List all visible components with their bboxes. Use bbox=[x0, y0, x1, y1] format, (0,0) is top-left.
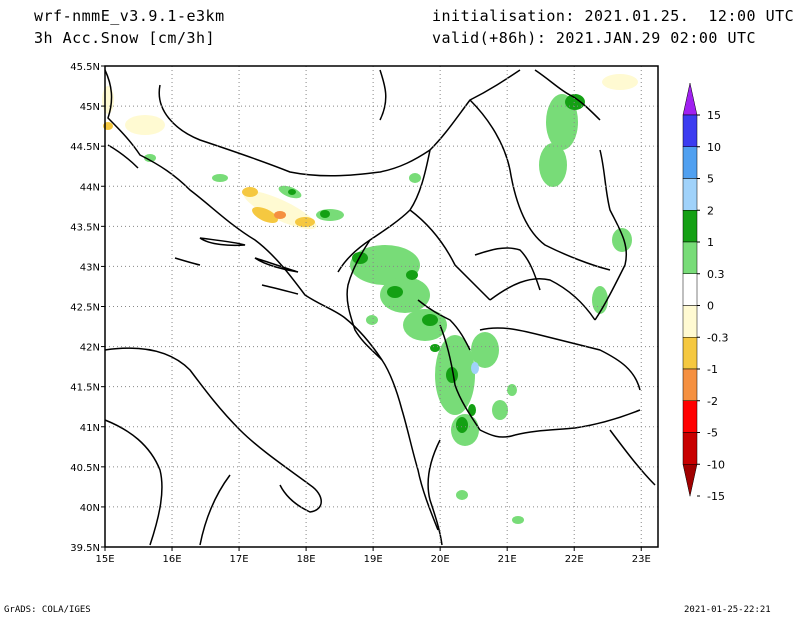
colorbar-label: -5 bbox=[707, 427, 718, 440]
lat-tick-label: 42N bbox=[80, 343, 100, 354]
lat-tick-label: 40N bbox=[80, 503, 100, 514]
lat-tick-label: 43.5N bbox=[70, 222, 100, 233]
footer-credit: GrADS: COLA/IGES bbox=[4, 605, 91, 615]
lat-tick-label: 41.5N bbox=[70, 383, 100, 394]
colorbar-top-arrow bbox=[682, 82, 698, 116]
lon-tick-label: 20E bbox=[431, 554, 450, 565]
grid-lines bbox=[105, 66, 658, 547]
colorbar-segment bbox=[682, 305, 698, 338]
colorbar-label: -2 bbox=[707, 395, 718, 408]
initialisation-label: initialisation: 2021.01.25. 12:00 UTC bbox=[432, 7, 795, 25]
lat-tick-label: 45N bbox=[80, 102, 100, 113]
lat-tick-label: 41N bbox=[80, 423, 100, 434]
colorbar-segment bbox=[682, 241, 698, 274]
lat-tick-label: 43N bbox=[80, 262, 100, 273]
lon-tick-label: 23E bbox=[632, 554, 651, 565]
colorbar-label: -1 bbox=[707, 363, 718, 376]
lon-tick-label: 18E bbox=[297, 554, 316, 565]
footer-timestamp: 2021-01-25-22:21 bbox=[684, 605, 771, 615]
colorbar-label: 1 bbox=[707, 236, 714, 249]
field-title: 3h Acc.Snow [cm/3h] bbox=[34, 29, 216, 47]
colorbar-segment bbox=[682, 368, 698, 401]
lat-tick-label: 44N bbox=[80, 182, 100, 193]
colorbar-segment bbox=[682, 114, 698, 147]
axis-ticks: 15E 16E 17E 18E 19E 20E 21E 22E 23E 45.5N 45N 44.5N… bbox=[70, 62, 651, 565]
colorbar-segment bbox=[682, 146, 698, 179]
lat-tick-label: 39.5N bbox=[70, 543, 100, 554]
colorbar-segment bbox=[682, 273, 698, 306]
lon-tick-label: 22E bbox=[565, 554, 584, 565]
colorbar-label: 10 bbox=[707, 141, 721, 154]
lon-tick-label: 21E bbox=[498, 554, 517, 565]
valid-time-label: valid(+86h): 2021.JAN.29 02:00 UTC bbox=[432, 29, 757, 47]
lat-tick-label: 44.5N bbox=[70, 142, 100, 153]
coastlines-borders bbox=[104, 69, 656, 546]
model-title: wrf-nmmE_v3.9.1-e3km bbox=[34, 7, 225, 25]
colorbar-segment bbox=[682, 210, 698, 243]
colorbar-label: 15 bbox=[707, 109, 721, 122]
colorbar-label: 0 bbox=[707, 300, 714, 313]
colorbar-label: 2 bbox=[707, 204, 714, 217]
lon-tick-label: 19E bbox=[364, 554, 383, 565]
colorbar: 15 10 5 2 1 0.3 0 -0.3 -1 -2 -5 -10 -15 bbox=[682, 82, 728, 503]
colorbar-label: 0.3 bbox=[707, 268, 725, 281]
lat-tick-label: 45.5N bbox=[70, 62, 100, 73]
lat-tick-label: 40.5N bbox=[70, 463, 100, 474]
colorbar-segment bbox=[682, 178, 698, 211]
colorbar-label: 5 bbox=[707, 173, 714, 186]
colorbar-label: -10 bbox=[707, 458, 725, 471]
lon-tick-label: 16E bbox=[163, 554, 182, 565]
snow-fields bbox=[102, 74, 638, 524]
lat-tick-label: 42.5N bbox=[70, 303, 100, 314]
colorbar-segment bbox=[682, 400, 698, 433]
colorbar-label: -0.3 bbox=[707, 331, 728, 344]
map-frame bbox=[104, 65, 659, 548]
lon-tick-label: 17E bbox=[230, 554, 249, 565]
lon-tick-label: 15E bbox=[95, 554, 114, 565]
colorbar-label: -15 bbox=[707, 490, 725, 503]
colorbar-segment bbox=[682, 337, 698, 370]
colorbar-bottom-arrow bbox=[682, 464, 698, 497]
colorbar-segment bbox=[682, 432, 698, 465]
